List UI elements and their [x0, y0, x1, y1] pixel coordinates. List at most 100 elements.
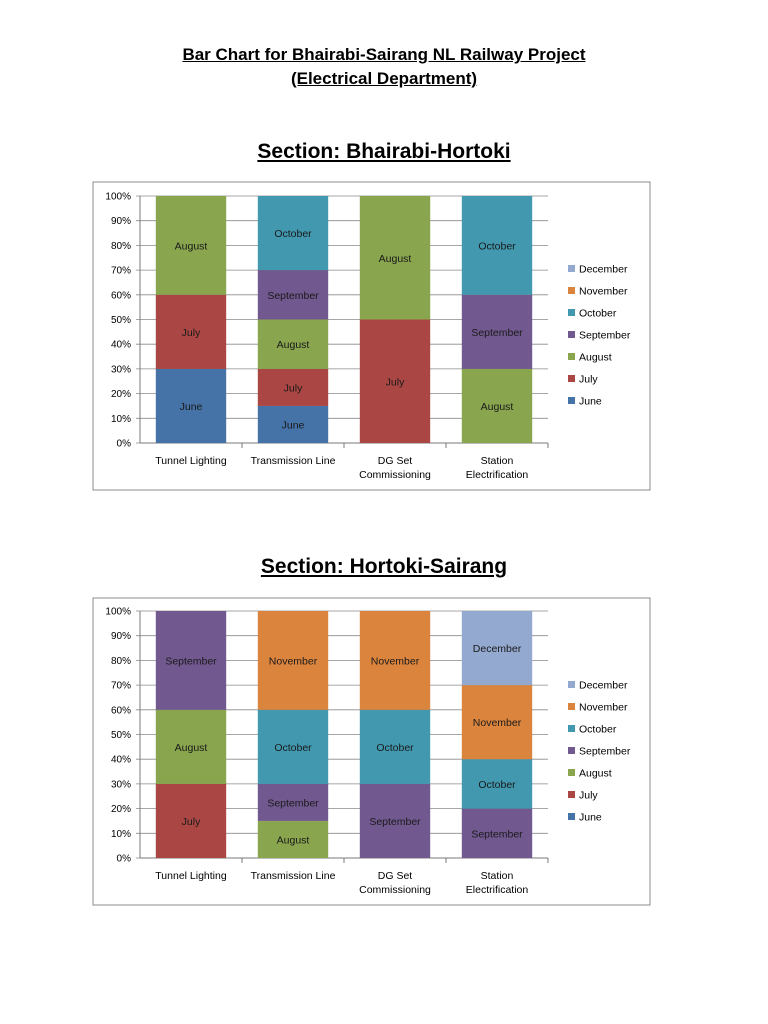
legend-swatch-june [568, 397, 575, 404]
segment-label: July [284, 382, 303, 394]
legend-swatch-november [568, 703, 575, 710]
bar-segment-station-electrification-december [461, 611, 533, 686]
x-category-label: Tunnel Lighting [155, 870, 227, 882]
segment-label: September [471, 327, 523, 339]
y-tick-label: 20% [111, 804, 131, 815]
bar-segment-station-electrification-september [461, 294, 533, 369]
legend-swatch-july [568, 375, 575, 382]
bar-segment-dg-set-commissioning-september [359, 783, 431, 858]
section-title-bhairabi-hortoki: Section: Bhairabi-Hortoki [257, 140, 511, 163]
y-tick-label: 100% [105, 192, 131, 203]
segment-label: July [182, 816, 201, 828]
bar-segment-transmission-line-november [257, 611, 329, 710]
legend-swatch-december [568, 681, 575, 688]
bar-segment-transmission-line-june [257, 405, 329, 443]
legend-label: June [579, 396, 602, 408]
y-tick-label: 50% [111, 730, 131, 741]
segment-label: September [471, 828, 523, 840]
segment-label: September [369, 816, 421, 828]
y-tick-label: 100% [105, 607, 131, 618]
bar-segment-station-electrification-september [461, 808, 533, 858]
legend-label: December [579, 264, 628, 276]
segment-label: August [481, 401, 514, 413]
y-tick-label: 70% [111, 266, 131, 277]
segment-label: October [376, 742, 414, 754]
segment-label: June [282, 419, 305, 431]
document-title-line-1: Bar Chart for Bhairabi-Sairang NL Railwa… [182, 45, 586, 64]
bar-segment-transmission-line-august [257, 820, 329, 858]
segment-label: October [274, 228, 312, 240]
legend-swatch-july [568, 791, 575, 798]
legend-swatch-august [568, 353, 575, 360]
bar-segment-station-electrification-august [461, 368, 533, 443]
x-category-label: DG Set Commissioning [359, 870, 431, 896]
legend-label: July [579, 790, 598, 802]
bar-segment-dg-set-commissioning-august [359, 196, 431, 320]
chart-hortoki-sairang: 0% 10% 20% 30% 40% 50% 60% 70% 80% 90% 100% July Aug… [92, 597, 651, 906]
segment-label: October [478, 779, 516, 791]
bar-segment-tunnel-lighting-july [155, 783, 227, 858]
segment-label: August [175, 240, 208, 252]
bar-segment-transmission-line-august [257, 319, 329, 369]
x-category-label: Station Electrification [466, 455, 529, 481]
segment-label: November [371, 655, 420, 667]
legend-swatch-september [568, 747, 575, 754]
legend-swatch-september [568, 331, 575, 338]
legend-label: June [579, 812, 602, 824]
bar-segment-dg-set-commissioning-october [359, 709, 431, 784]
x-category-label: Transmission Line [251, 455, 336, 467]
bar-segment-station-electrification-october [461, 196, 533, 295]
legend-label: November [579, 286, 628, 298]
y-tick-label: 10% [111, 414, 131, 425]
bar-segment-tunnel-lighting-august [155, 709, 227, 784]
segment-label: September [165, 655, 217, 667]
segment-label: August [379, 253, 412, 265]
y-tick-label: 80% [111, 656, 131, 667]
segment-label: October [478, 240, 516, 252]
bar-segment-transmission-line-october [257, 196, 329, 271]
y-tick-label: 50% [111, 315, 131, 326]
document-title-line-2: (Electrical Department) [290, 69, 478, 88]
legend-label: September [579, 746, 631, 758]
segment-label: September [267, 797, 319, 809]
legend-swatch-october [568, 725, 575, 732]
x-category-label: Transmission Line [251, 870, 336, 882]
legend-label: September [579, 330, 631, 342]
y-tick-label: 60% [111, 290, 131, 301]
bar-segment-tunnel-lighting-august [155, 196, 227, 295]
segment-label: August [175, 742, 208, 754]
y-tick-label: 40% [111, 755, 131, 766]
legend-label: August [579, 352, 612, 364]
legend-label: July [579, 374, 598, 386]
legend-swatch-november [568, 287, 575, 294]
legend-swatch-june [568, 813, 575, 820]
y-tick-label: 60% [111, 705, 131, 716]
segment-label: September [267, 290, 319, 302]
x-category-label: Tunnel Lighting [155, 455, 227, 467]
bar-segment-dg-set-commissioning-november [359, 611, 431, 710]
legend-swatch-august [568, 769, 575, 776]
legend-label: October [579, 724, 617, 736]
bar-segment-dg-set-commissioning-july [359, 319, 431, 443]
bar-segment-transmission-line-september [257, 270, 329, 320]
y-tick-label: 30% [111, 364, 131, 375]
chart-bhairabi-hortoki: 0% 10% 20% 30% 40% 50% 60% 70% 80% 90% 100% June Jul… [92, 181, 651, 491]
y-tick-label: 0% [117, 439, 132, 450]
bar-segment-tunnel-lighting-june [155, 368, 227, 443]
y-tick-label: 40% [111, 340, 131, 351]
y-tick-label: 70% [111, 681, 131, 692]
bar-segment-station-electrification-november [461, 685, 533, 760]
legend-swatch-october [568, 309, 575, 316]
legend-label: November [579, 702, 628, 714]
legend-swatch-december [568, 265, 575, 272]
x-category-label: Station Electrification [466, 870, 529, 896]
x-category-label: DG Set Commissioning [359, 455, 431, 481]
section-title-hortoki-sairang: Section: Hortoki-Sairang [260, 555, 508, 578]
bar-segment-tunnel-lighting-july [155, 294, 227, 369]
segment-label: July [182, 327, 201, 339]
y-tick-label: 90% [111, 216, 131, 227]
legend-label: August [579, 768, 612, 780]
y-tick-label: 90% [111, 631, 131, 642]
legend-label: October [579, 308, 617, 320]
segment-label: July [386, 376, 405, 388]
